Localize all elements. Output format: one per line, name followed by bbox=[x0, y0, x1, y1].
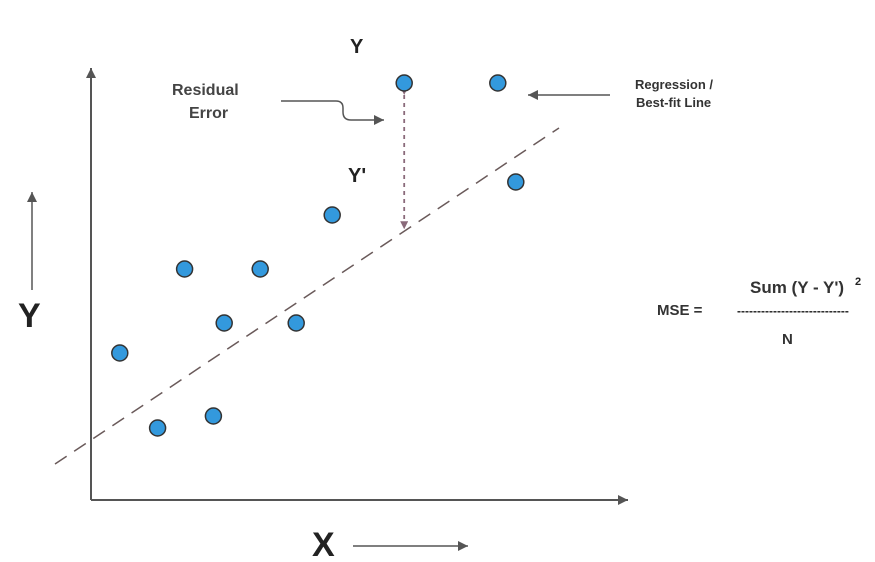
mse-label: MSE = bbox=[657, 302, 703, 319]
data-point-5 bbox=[215, 314, 233, 332]
mse-fraction-bar: ---------------------------- bbox=[737, 304, 849, 318]
data-point-2 bbox=[148, 419, 167, 437]
data-point-10 bbox=[489, 74, 507, 92]
data-point-1 bbox=[111, 344, 129, 362]
data-points bbox=[111, 74, 525, 437]
mse-denominator: N bbox=[782, 331, 793, 348]
residual-error-pointer bbox=[281, 100, 384, 125]
residual-label-line1: Residual bbox=[172, 82, 239, 99]
data-point-11 bbox=[507, 173, 525, 191]
mse-numerator: Sum (Y - Y') bbox=[750, 278, 844, 297]
data-point-8 bbox=[323, 206, 341, 224]
y-actual-label: Y bbox=[350, 36, 364, 58]
regression-label-line2: Best-fit Line bbox=[636, 95, 711, 110]
residual-label-line2: Error bbox=[189, 105, 228, 122]
y-axis-label: Y bbox=[18, 297, 41, 335]
data-point-3 bbox=[175, 260, 194, 278]
regression-label-line1: Regression / bbox=[635, 77, 713, 92]
data-point-7 bbox=[287, 314, 305, 332]
data-point-9 bbox=[395, 74, 413, 92]
y-predicted-label: Y' bbox=[348, 165, 366, 187]
regression-line bbox=[54, 127, 560, 465]
x-axis-label: X bbox=[312, 526, 335, 562]
data-point-6 bbox=[251, 260, 269, 278]
data-point-4 bbox=[204, 407, 223, 425]
mse-exponent: 2 bbox=[855, 276, 861, 288]
